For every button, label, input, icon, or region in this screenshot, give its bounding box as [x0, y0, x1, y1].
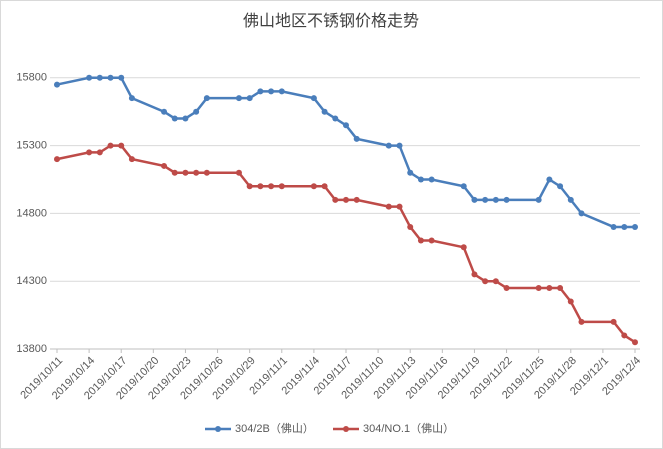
data-point	[193, 108, 200, 115]
data-point	[385, 142, 392, 149]
data-point	[503, 196, 510, 203]
data-point	[246, 183, 253, 190]
data-point	[407, 223, 414, 230]
data-point	[428, 176, 435, 183]
data-point	[321, 108, 328, 115]
data-point	[321, 183, 328, 190]
data-point	[268, 88, 275, 95]
data-point	[492, 196, 499, 203]
data-point	[471, 271, 478, 278]
data-point	[257, 183, 264, 190]
y-tick-label: 15800	[16, 72, 47, 84]
data-point	[428, 237, 435, 244]
data-point	[417, 237, 424, 244]
data-point	[107, 74, 114, 81]
data-point	[482, 278, 489, 285]
data-point	[310, 95, 317, 102]
data-point	[246, 95, 253, 102]
y-tick-label: 13800	[16, 343, 47, 355]
data-point	[343, 122, 349, 129]
data-point	[610, 318, 617, 325]
data-point	[557, 183, 564, 190]
data-point	[460, 183, 467, 190]
data-point	[353, 196, 360, 203]
data-point	[193, 169, 200, 176]
data-point	[385, 203, 392, 210]
data-point	[332, 115, 339, 122]
data-point	[353, 135, 360, 142]
legend-marker	[215, 426, 221, 432]
data-point	[492, 278, 499, 285]
y-tick-label: 15300	[16, 140, 47, 152]
data-point	[578, 210, 585, 217]
data-point	[96, 74, 103, 81]
data-point	[557, 284, 564, 291]
data-point	[332, 196, 339, 203]
data-point	[96, 149, 103, 156]
y-tick-label: 14800	[16, 207, 47, 219]
data-point	[203, 169, 210, 176]
data-point	[118, 74, 125, 81]
data-point	[482, 196, 489, 203]
data-point	[278, 183, 285, 190]
chart-title: 佛山地区不锈钢价格走势	[243, 12, 419, 30]
data-point	[396, 203, 403, 210]
legend-label: 304/2B（佛山）	[235, 422, 314, 435]
legend-marker	[343, 426, 349, 432]
data-point	[471, 196, 478, 203]
data-point	[632, 339, 638, 346]
data-point	[546, 176, 553, 183]
data-point	[310, 183, 317, 190]
data-point	[235, 169, 242, 176]
data-point	[54, 81, 60, 88]
data-point	[86, 74, 93, 81]
data-point	[182, 115, 189, 122]
data-point	[128, 95, 135, 102]
data-point	[578, 318, 585, 325]
data-point	[107, 142, 114, 149]
data-point	[610, 223, 617, 230]
data-point	[460, 244, 467, 251]
data-point	[171, 169, 178, 176]
data-point	[546, 284, 553, 291]
data-point	[128, 156, 135, 163]
data-point	[632, 223, 638, 230]
y-tick-label: 14300	[16, 275, 47, 287]
data-point	[118, 142, 125, 149]
data-point	[407, 169, 414, 176]
data-point	[503, 284, 510, 291]
data-point	[268, 183, 275, 190]
data-point	[161, 108, 168, 115]
data-point	[621, 223, 628, 230]
data-point	[535, 196, 542, 203]
data-point	[567, 298, 574, 305]
data-point	[54, 156, 60, 163]
data-point	[567, 196, 574, 203]
data-point	[535, 284, 542, 291]
data-point	[278, 88, 285, 95]
data-point	[161, 162, 168, 169]
data-point	[203, 95, 210, 102]
data-point	[171, 115, 178, 122]
data-point	[343, 196, 349, 203]
data-point	[86, 149, 93, 156]
data-point	[396, 142, 403, 149]
data-point	[621, 332, 628, 339]
data-point	[235, 95, 242, 102]
data-point	[182, 169, 189, 176]
legend-label: 304/NO.1（佛山）	[363, 422, 454, 435]
data-point	[257, 88, 264, 95]
data-point	[417, 176, 424, 183]
